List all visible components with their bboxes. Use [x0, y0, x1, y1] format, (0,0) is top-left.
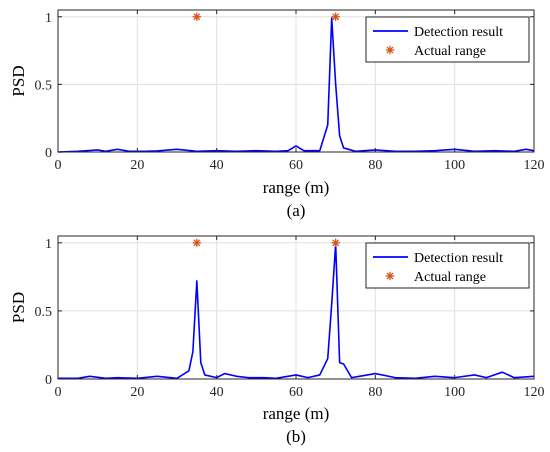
x-axis-label: range (m): [263, 178, 330, 197]
panel-caption: (a): [287, 201, 306, 220]
x-tick-label: 60: [289, 158, 303, 173]
asterisk-marker-actual-range: [192, 238, 202, 248]
marker-stroke: [332, 13, 340, 21]
legend: Detection result Actual range: [365, 16, 530, 63]
x-axis-label: range (m): [263, 404, 330, 423]
legend-box: [365, 242, 530, 289]
legend-box: [365, 16, 530, 63]
legend-label-actual-range: Actual range: [414, 44, 486, 59]
x-tick-label: 40: [210, 158, 224, 173]
y-tick-label: 1: [45, 237, 52, 252]
x-tick-label: 0: [55, 158, 62, 173]
x-tick-label: 0: [55, 385, 62, 400]
marker-stroke: [332, 239, 340, 247]
marker-stroke: [193, 239, 201, 247]
panel-caption: (b): [286, 427, 306, 446]
y-axis-label: PSD: [9, 65, 28, 96]
y-tick-label: 0: [45, 373, 52, 388]
y-axis-label: PSD: [9, 292, 28, 323]
chart-panel-a: 0 20 40 60 80 100 120 0 0.5 1 range (m) PSD (a) Detec…: [9, 9, 545, 220]
chart-panel-b: 0 20 40 60 80 100 120 0 0.5 1 range (m) PSD (b) Detec…: [9, 235, 545, 446]
marker-stroke: [386, 272, 394, 280]
y-tick-label: 1: [45, 11, 52, 26]
x-tick-label: 20: [130, 385, 144, 400]
x-tick-label: 80: [368, 158, 382, 173]
x-tick-label: 80: [368, 385, 382, 400]
x-tick-label: 40: [210, 385, 224, 400]
y-tick-label: 0.5: [35, 305, 53, 320]
legend-asterisk-icon: [385, 45, 395, 55]
asterisk-marker-actual-range: [331, 238, 340, 248]
legend: Detection result Actual range: [365, 242, 530, 289]
y-tick-label: 0: [45, 146, 52, 161]
y-tick-label: 0.5: [35, 78, 53, 93]
x-tick-label: 20: [130, 158, 144, 173]
series-line-detection-result: [58, 243, 535, 380]
asterisk-marker-actual-range: [331, 12, 340, 21]
x-tick-label: 100: [444, 158, 465, 173]
x-tick-label: 100: [444, 385, 465, 400]
asterisk-marker-actual-range: [192, 12, 202, 21]
x-tick-label: 60: [289, 385, 303, 400]
legend-asterisk-icon: [385, 271, 395, 281]
legend-label-detection-result: Detection result: [414, 251, 503, 266]
x-tick-label: 120: [524, 158, 545, 173]
legend-label-actual-range: Actual range: [414, 270, 486, 285]
marker-stroke: [193, 13, 201, 21]
marker-stroke: [386, 46, 394, 54]
x-tick-label: 120: [524, 385, 545, 400]
legend-label-detection-result: Detection result: [414, 25, 503, 40]
